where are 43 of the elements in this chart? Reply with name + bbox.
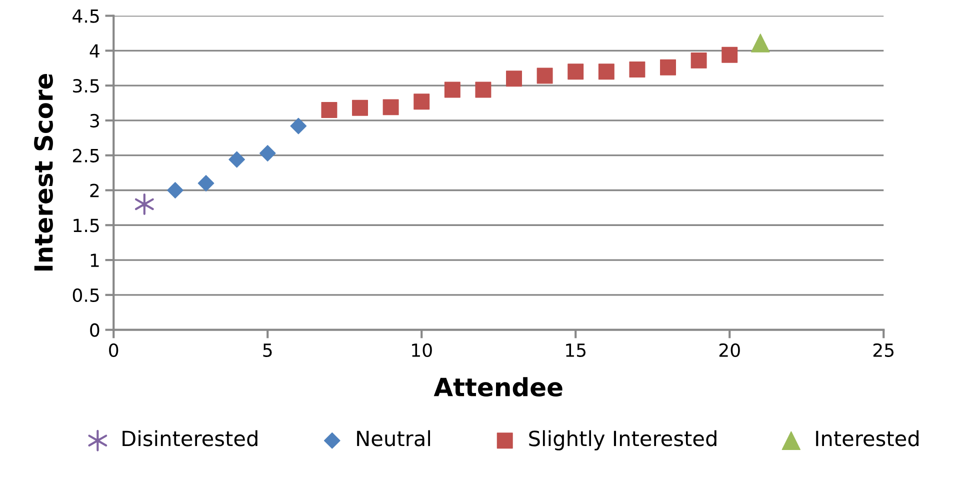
y-tick-label: 2	[90, 184, 99, 198]
point	[660, 59, 676, 76]
legend-label: Slightly Interested	[529, 430, 716, 450]
y-axis-title: Interest Score	[34, 74, 53, 271]
x-tick-label: 5	[263, 344, 272, 357]
y-tick-label: 0.5	[72, 288, 99, 302]
x-axis-title: Attendee	[434, 377, 562, 397]
x-tick-label: 10	[412, 343, 432, 357]
point	[259, 145, 276, 162]
x-tick-label: 0	[109, 343, 118, 357]
x-tick-label: 25	[873, 343, 894, 357]
y-tick-label: 2.5	[73, 148, 99, 162]
point	[568, 64, 584, 80]
point	[167, 182, 184, 198]
point	[751, 34, 770, 52]
point	[414, 94, 430, 110]
point	[536, 68, 553, 84]
y-tick-label: 4	[90, 44, 100, 58]
legend-label: Neutral	[357, 430, 430, 446]
point	[629, 62, 646, 78]
point	[198, 175, 214, 192]
point	[475, 82, 492, 98]
x-tick-label: 15	[566, 344, 586, 357]
y-tick-label: 1	[90, 254, 99, 267]
point	[690, 52, 707, 68]
legend-label: Interested	[816, 430, 918, 446]
point	[722, 46, 738, 63]
point	[352, 100, 368, 116]
point	[444, 82, 460, 98]
y-tick-label: 3	[90, 114, 99, 128]
point	[134, 193, 154, 215]
y-tick-label: 3.5	[73, 79, 99, 93]
point	[228, 151, 246, 168]
y-tick-label: 1.5	[74, 218, 99, 232]
point	[321, 102, 338, 118]
y-tick-label: 0	[90, 323, 100, 337]
y-tick-label: 4.5	[72, 9, 99, 23]
legend-label: Disinterested	[122, 430, 258, 446]
point	[506, 70, 522, 87]
point	[290, 118, 307, 134]
point	[598, 64, 614, 80]
point	[382, 99, 399, 116]
x-tick-label: 20	[719, 343, 740, 357]
